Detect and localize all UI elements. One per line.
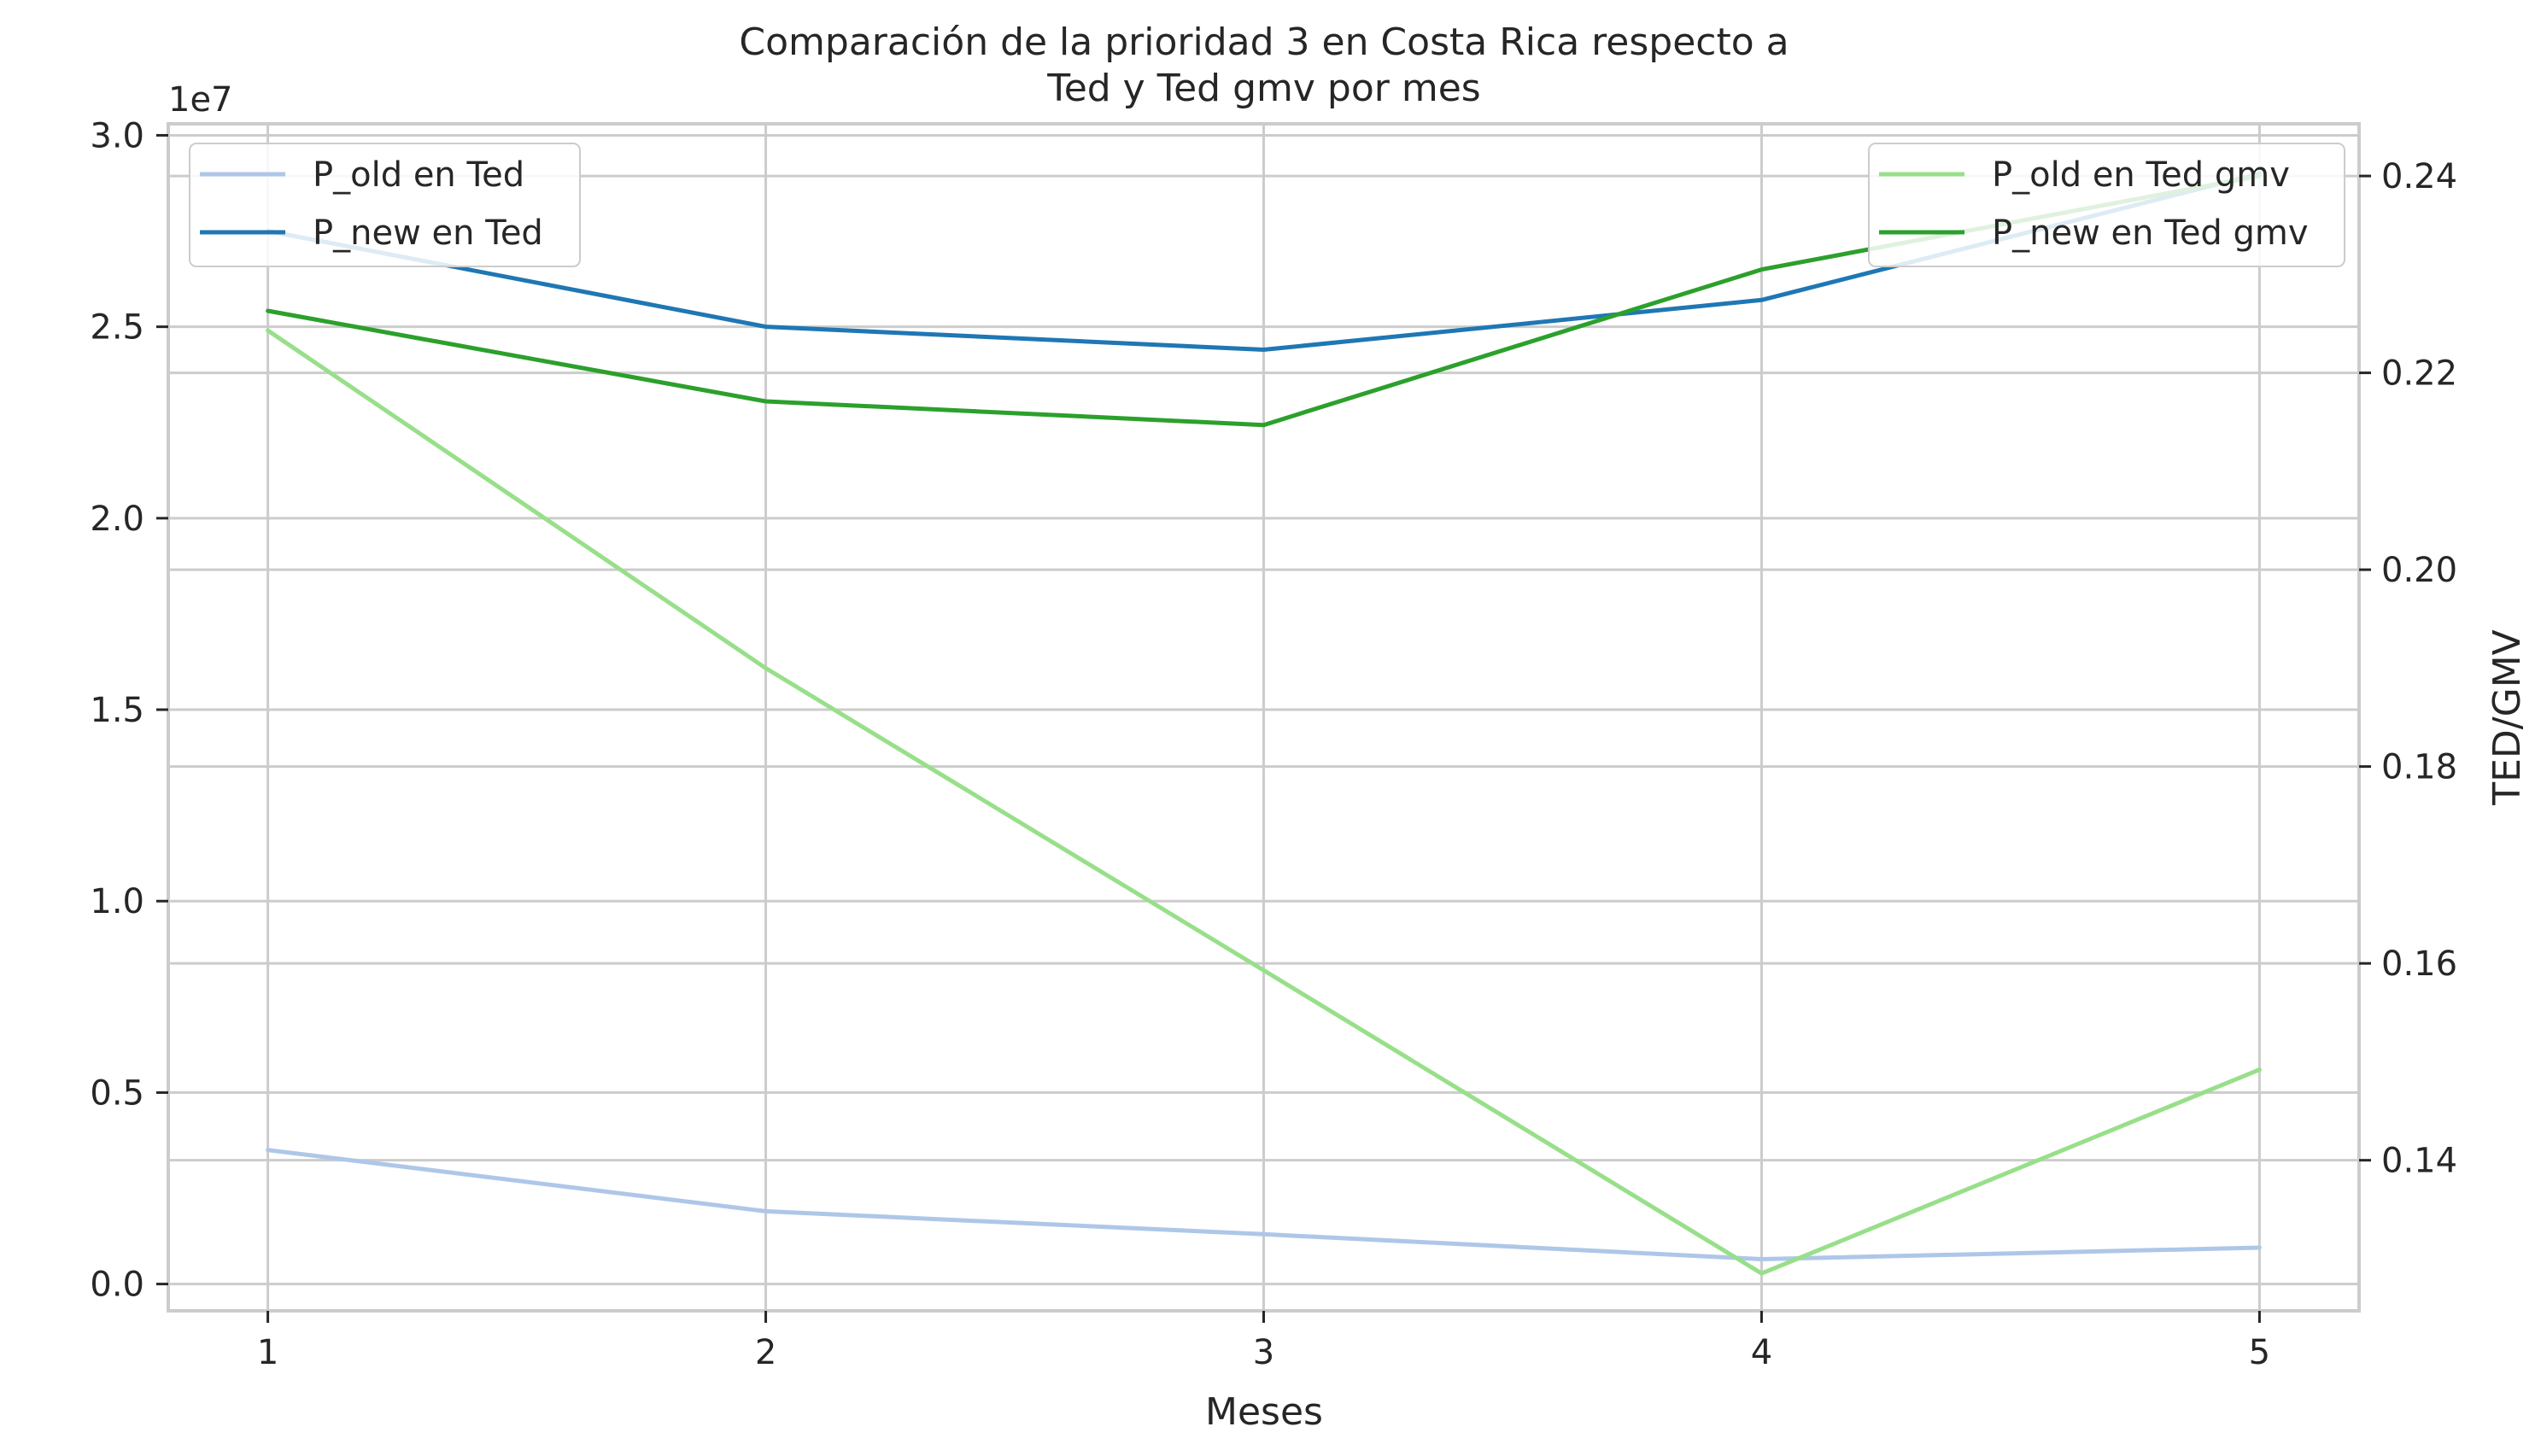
axis-ticks: 1 2 3 4 5 0.0 0.5 1.0 1.5 2.0 2.5 3.0 0.14 0.16 0.18 0.… [90, 116, 2457, 1372]
y-right-tick-label-5: 0.24 [2381, 157, 2457, 196]
legend-right-label-1: P_new en Ted gmv [1992, 213, 2309, 253]
legend-left-label-1: P_new en Ted [313, 213, 543, 253]
chart-title-line-1: Comparación de la prioridad 3 en Costa R… [739, 20, 1789, 64]
series-line-p-old-en-ted [266, 1148, 2262, 1261]
y-left-tick-label-0: 0.0 [90, 1266, 144, 1305]
x-tick-label-1: 2 [755, 1333, 776, 1372]
y-left-tick-label-1: 0.5 [90, 1073, 144, 1113]
y-left-tick-label-2: 1.0 [90, 882, 144, 921]
y-left-tick-label-4: 2.0 [90, 500, 144, 539]
y-right-tick-label-3: 0.20 [2381, 551, 2457, 590]
y-axis-right-label: TED/GMV [2485, 629, 2529, 806]
legend-right: P_old en Ted gmv P_new en Ted gmv [1868, 143, 2345, 267]
x-tick-label-0: 1 [257, 1333, 278, 1372]
x-tick-label-4: 5 [2249, 1333, 2270, 1372]
y-left-tick-label-5: 2.5 [90, 308, 144, 348]
x-tick-label-3: 4 [1751, 1333, 1772, 1372]
grid-lines [168, 124, 2359, 1311]
y-right-tick-label-0: 0.14 [2381, 1142, 2457, 1181]
y-right-tick-label-1: 0.16 [2381, 944, 2457, 984]
legend-left-label-0: P_old en Ted [313, 155, 524, 195]
series-line-p-old-en-ted-gmv [266, 328, 2262, 1276]
x-axis-label: Meses [1205, 1390, 1323, 1434]
chart-title-line-2: Ted y Ted gmv por mes [1046, 67, 1480, 110]
y-right-tick-label-4: 0.22 [2381, 354, 2457, 394]
legend-left: P_old en Ted P_new en Ted [189, 143, 581, 267]
legend-right-label-0: P_old en Ted gmv [1992, 155, 2290, 195]
legend-right-box [1868, 143, 2345, 267]
y-left-tick-label-6: 3.0 [90, 116, 144, 155]
y-right-tick-label-2: 0.18 [2381, 748, 2457, 787]
legend-left-box [189, 143, 581, 267]
x-tick-label-2: 3 [1253, 1333, 1274, 1372]
left-axis-offset-label: 1e7 [168, 80, 233, 120]
y-left-tick-label-3: 1.5 [90, 691, 144, 730]
